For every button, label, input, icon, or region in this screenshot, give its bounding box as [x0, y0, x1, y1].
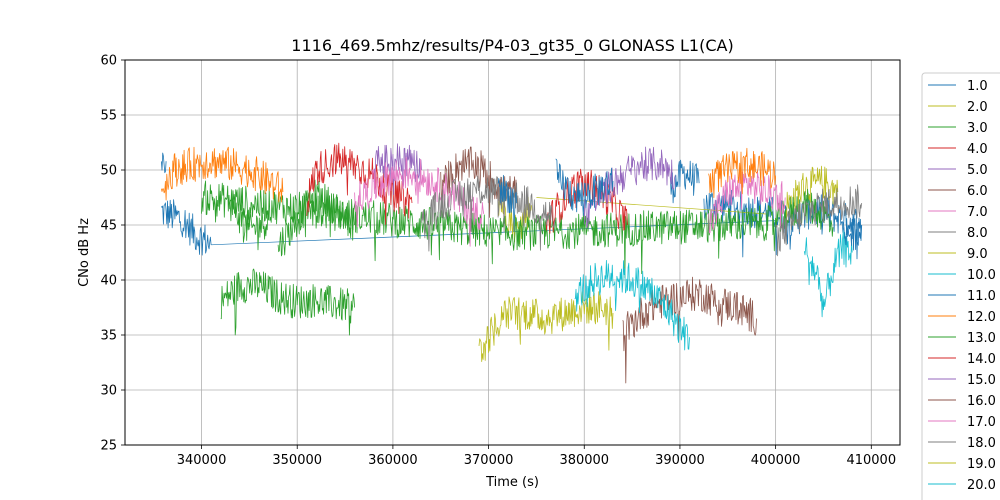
y-tick-label: 40: [100, 274, 117, 289]
series-5.0: [373, 143, 676, 229]
series-line: [708, 147, 776, 198]
legend: 1.0 2.0 3.0 4.0 5.0 6.0 7.0 8.0 9.0 10.0 11.0 12.0 1…: [921, 72, 1000, 500]
x-tick-label: 360000: [368, 453, 418, 468]
series-line: [306, 142, 413, 225]
x-tick-label: 350000: [272, 453, 322, 468]
legend-label: 5.0: [967, 163, 988, 178]
legend-label: 3.0: [967, 121, 988, 136]
grid: [125, 59, 900, 446]
y-tick-label: 50: [100, 164, 117, 179]
legend-label: 1.0: [967, 79, 988, 94]
legend-label: 2.0: [967, 100, 988, 115]
legend-label: 7.0: [967, 205, 988, 220]
y-tick-label: 55: [100, 109, 117, 124]
y-tick-label: 60: [100, 54, 117, 69]
y-tick-label: 30: [100, 384, 117, 399]
legend-label: 4.0: [967, 142, 988, 157]
series-line: [373, 143, 422, 196]
series-line: [161, 199, 212, 256]
series-3.0: [201, 179, 834, 336]
plot-frame: [124, 59, 901, 446]
series-line: [161, 146, 284, 203]
series-line: [842, 217, 863, 251]
series-line: [220, 268, 355, 336]
x-tick-label: 340000: [177, 453, 227, 468]
series-line: [497, 174, 518, 232]
legend-label: 18.0: [967, 436, 996, 451]
series-line: [421, 175, 556, 252]
x-tick-label: 410000: [846, 453, 896, 468]
legend-label: 8.0: [967, 226, 988, 241]
legend-label: 11.0: [967, 289, 996, 304]
legend-label: 20.0: [967, 478, 996, 493]
series-line: [670, 159, 700, 204]
x-tick-label: 390000: [655, 453, 705, 468]
series-line: [555, 158, 614, 216]
legend-label: 13.0: [967, 331, 996, 346]
x-tick-label: 400000: [751, 453, 801, 468]
legend-label: 9.0: [967, 247, 988, 262]
series-line: [161, 152, 167, 174]
x-axis-ticks: 340000 350000 360000 370000 380000 390000 4000…: [177, 445, 896, 468]
legend-label: 12.0: [967, 310, 996, 325]
legend-label: 19.0: [967, 457, 996, 472]
series-line: [574, 260, 690, 351]
series-11.0: [161, 152, 863, 251]
legend-label: 17.0: [967, 415, 996, 430]
series-12.0: [161, 146, 776, 203]
legend-box: [921, 72, 1000, 500]
y-axis-ticks: 25 30 35 40 45 50 55 60: [100, 54, 125, 454]
y-tick-label: 45: [100, 219, 117, 234]
x-tick-label: 370000: [464, 453, 514, 468]
legend-label: 16.0: [967, 394, 996, 409]
y-tick-label: 35: [100, 329, 117, 344]
x-axis-label: Time (s): [485, 475, 539, 490]
legend-label: 6.0: [967, 184, 988, 199]
x-tick-label: 380000: [559, 453, 609, 468]
chart-title: 1116_469.5mhz/results/P4-03_gt35_0 GLONA…: [291, 36, 733, 56]
series-9.0: [478, 290, 614, 362]
series-line: [622, 276, 757, 384]
series-line: [775, 184, 863, 257]
series-line: [784, 165, 839, 224]
series-line: [211, 220, 776, 246]
series-group: [161, 142, 863, 384]
series-line: [708, 169, 786, 234]
series-line: [803, 230, 853, 318]
series-line: [478, 290, 614, 362]
series-8.0: [421, 175, 863, 257]
series-line: [201, 180, 834, 279]
series-line: [583, 146, 676, 229]
series-10.0: [574, 230, 853, 351]
y-tick-label: 25: [100, 439, 117, 454]
legend-label: 10.0: [967, 268, 996, 283]
y-axis-label: CNo dB Hz: [77, 218, 92, 287]
legend-label: 15.0: [967, 373, 996, 388]
legend-label: 14.0: [967, 352, 996, 367]
